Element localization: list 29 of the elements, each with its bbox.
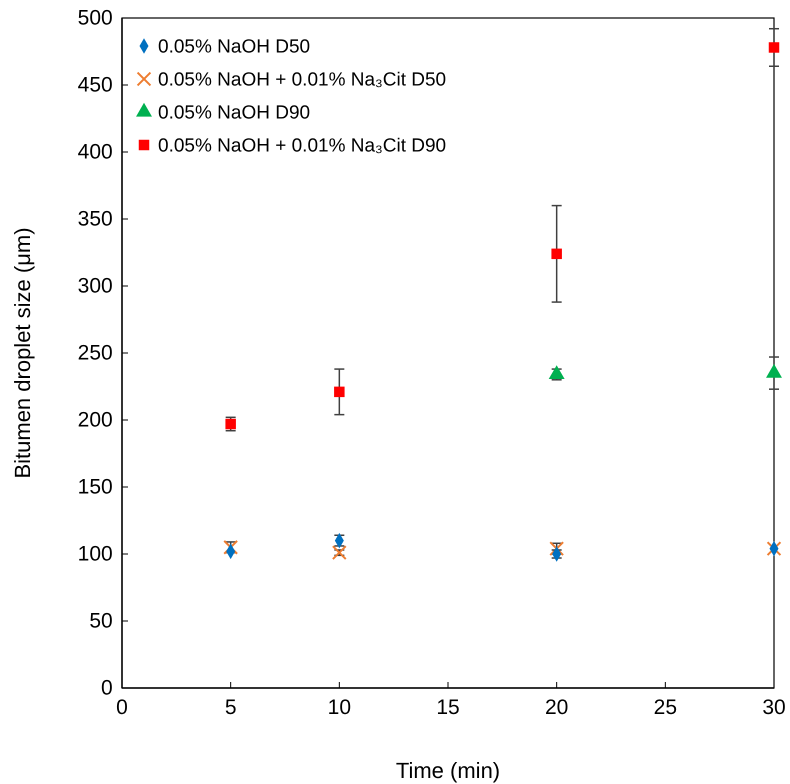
- y-tick-label: 200: [78, 408, 113, 432]
- y-tick-label: 500: [78, 6, 113, 30]
- y-tick-label: 300: [78, 274, 113, 298]
- y-tick-label: 350: [78, 208, 113, 231]
- legend-label: 0.05% NaOH D50: [158, 36, 310, 58]
- point: [334, 386, 345, 398]
- x-tick-label: 15: [436, 696, 460, 720]
- point: [768, 42, 780, 53]
- y-tick-label: 400: [78, 140, 113, 164]
- x-tick-label: 25: [654, 696, 678, 720]
- x-axis-title: Time (min): [396, 758, 500, 783]
- y-tick-label: 0: [101, 676, 113, 700]
- y-axis-title: Bitumen droplet size (μm): [10, 227, 35, 479]
- x-tick-label: 30: [762, 696, 786, 720]
- x-tick-label: 5: [224, 696, 237, 720]
- point: [332, 545, 347, 560]
- legend-label: 0.05% NaOH + 0.01% Na₃Cit D90: [158, 136, 446, 157]
- x-tick-label: 20: [544, 696, 568, 720]
- y-tick-label: 150: [78, 476, 113, 499]
- x-tick-label: 0: [116, 696, 128, 720]
- y-tick-label: 50: [89, 610, 113, 633]
- legend-label: 0.05% NaOH D90: [158, 102, 310, 124]
- legend-label: 0.05% NaOH + 0.01% Na₃Cit D50: [158, 70, 446, 91]
- y-tick-label: 100: [78, 542, 113, 566]
- point: [766, 541, 782, 556]
- x-tick-label: 10: [328, 696, 352, 720]
- y-tick-label: 450: [78, 74, 113, 97]
- y-tick-label: 250: [78, 342, 113, 365]
- point: [551, 248, 562, 260]
